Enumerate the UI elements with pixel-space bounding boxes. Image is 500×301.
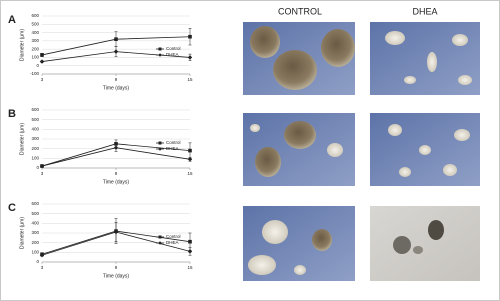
marker (187, 55, 193, 60)
y-tick-label: 400 (31, 221, 39, 226)
y-tick-label: 500 (31, 117, 39, 122)
marker (114, 37, 118, 41)
marker (113, 145, 119, 150)
y-axis-label: Diameter (µm) (19, 29, 25, 61)
legend-label: Control (166, 234, 181, 239)
x-tick-label: 3 (41, 265, 44, 270)
micrograph (243, 22, 355, 95)
marker (39, 59, 45, 64)
legend-marker (158, 47, 162, 51)
y-tick-label: 600 (31, 201, 39, 206)
marker (188, 148, 192, 153)
panel-label: A (8, 14, 16, 26)
y-tick-label: 300 (31, 230, 39, 235)
y-tick-label: 600 (31, 13, 39, 18)
marker (40, 53, 44, 57)
micrograph (243, 206, 355, 281)
y-tick-label: 500 (31, 211, 39, 216)
micrograph (370, 113, 480, 186)
y-axis-label: Diameter (µm) (19, 217, 25, 249)
y-tick-label: 200 (31, 240, 39, 245)
x-tick-label: 3 (41, 77, 44, 82)
y-tick-label: 300 (31, 38, 39, 43)
panel-label: C (8, 202, 16, 214)
y-tick-label: 200 (31, 46, 39, 51)
marker (187, 249, 193, 254)
marker (113, 49, 119, 54)
micrograph (243, 113, 355, 186)
legend-label: Control (166, 46, 181, 51)
legend-label: DHEA (166, 146, 179, 151)
y-tick-label: 0 (36, 259, 39, 264)
legend-label: DHEA (166, 52, 179, 57)
y-tick-label: 100 (31, 55, 39, 60)
y-tick-label: 300 (31, 136, 39, 141)
y-tick-label: 200 (31, 146, 39, 151)
x-tick-label: 15 (187, 171, 193, 176)
legend-marker (158, 141, 162, 145)
y-tick-label: 500 (31, 21, 39, 26)
x-tick-label: 9 (115, 77, 118, 82)
column-header: CONTROL (278, 6, 322, 16)
y-tick-label: 0 (36, 165, 39, 170)
panel-label: B (8, 108, 16, 120)
x-tick-label: 15 (187, 265, 193, 270)
y-tick-label: 0 (36, 63, 39, 68)
marker (39, 253, 45, 258)
marker (188, 34, 192, 39)
legend-label: DHEA (166, 240, 179, 245)
y-tick-label: 400 (31, 127, 39, 132)
x-tick-label: 15 (187, 77, 193, 82)
marker (187, 157, 193, 162)
x-tick-label: 3 (41, 171, 44, 176)
x-axis-label: Time (days) (103, 273, 130, 279)
y-tick-label: 400 (31, 30, 39, 35)
y-tick-label: 600 (31, 107, 39, 112)
micrograph (370, 206, 480, 281)
column-header: DHEA (412, 6, 437, 16)
legend-label: Control (166, 140, 181, 145)
legend-marker (158, 147, 162, 151)
legend-marker (158, 235, 162, 239)
micrograph (370, 22, 480, 95)
marker (188, 239, 192, 244)
marker (39, 163, 45, 169)
y-axis-label: Diameter (µm) (19, 123, 25, 155)
x-axis-label: Time (days) (103, 85, 130, 91)
marker (113, 229, 119, 235)
y-tick-label: 100 (31, 250, 39, 255)
x-axis-label: Time (days) (103, 179, 130, 185)
x-tick-label: 9 (115, 171, 118, 176)
legend-marker (158, 241, 162, 245)
legend-marker (158, 53, 162, 57)
x-tick-label: 9 (115, 265, 118, 270)
y-tick-label: 100 (31, 156, 39, 161)
y-tick-label: -100 (30, 71, 40, 76)
